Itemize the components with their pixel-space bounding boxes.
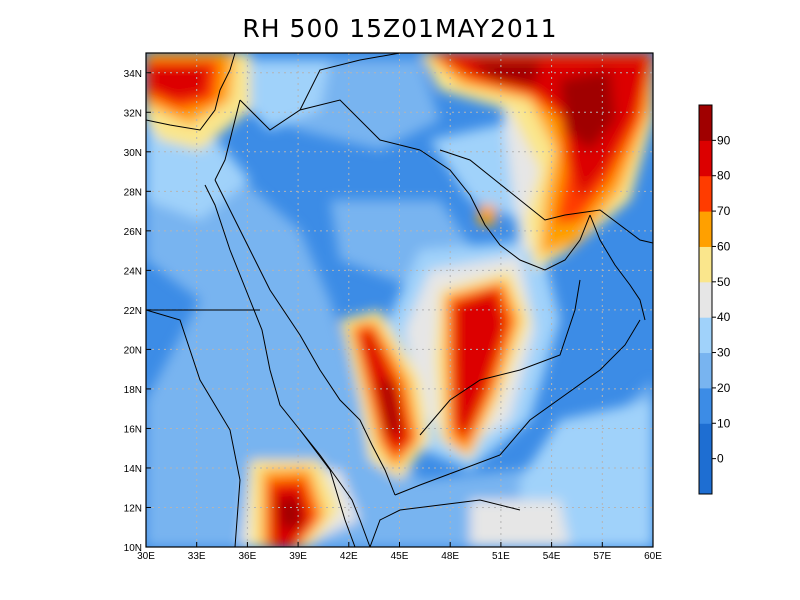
lon-tick-label: 45E xyxy=(391,551,409,562)
rh-zone-60f xyxy=(478,205,496,225)
lon-tick-label: 42E xyxy=(340,551,358,562)
colorbar-swatch xyxy=(699,387,712,424)
lon-tick-label: 36E xyxy=(239,551,257,562)
red-sea-east-coast xyxy=(214,179,396,496)
colorbar-outline xyxy=(698,104,713,495)
lat-tick-label: 16N xyxy=(124,424,142,435)
colorbar-swatch xyxy=(699,317,712,354)
colorbar-swatch xyxy=(699,352,712,389)
colorbar-swatch xyxy=(699,211,712,247)
lat-tick-label: 28N xyxy=(124,187,142,198)
colorbar-label: 20 xyxy=(717,381,731,395)
lat-tick-label: 12N xyxy=(124,503,142,514)
persian-gulf-coast xyxy=(419,149,591,271)
lon-tick-label: 51E xyxy=(492,551,510,562)
lat-tick-label: 34N xyxy=(124,69,142,80)
colorbar-swatch xyxy=(699,423,712,460)
longitude-axis: 30E 33E 36E 39E 42E 45E 48E 51E 54E 57E 60E xyxy=(137,542,662,562)
oman-coast xyxy=(589,214,646,321)
mediterranean-coast xyxy=(146,53,236,131)
lon-tick-label: 57E xyxy=(593,551,611,562)
lat-tick-label: 24N xyxy=(124,266,142,277)
rh-zone-90c xyxy=(278,498,302,530)
colorbar-label: 0 xyxy=(717,452,724,466)
rh-zone-40d xyxy=(470,500,570,547)
lon-tick-label: 39E xyxy=(289,551,307,562)
colorbar-label: 60 xyxy=(717,239,731,253)
colorbar-label: 90 xyxy=(717,133,731,147)
rh-zone-90b xyxy=(470,60,540,85)
colorbar-swatch xyxy=(699,281,712,318)
lon-tick-label: 48E xyxy=(441,551,459,562)
lat-tick-label: 18N xyxy=(124,385,142,396)
colorbar-swatch xyxy=(699,246,712,283)
africa-horn-coast xyxy=(369,499,521,547)
colorbar-label: 80 xyxy=(717,169,731,183)
colorbar: 0 10 20 30 40 50 60 70 80 90 xyxy=(698,104,731,495)
lat-tick-label: 30N xyxy=(124,148,142,159)
colorbar-swatch xyxy=(699,458,712,495)
iran-coast xyxy=(439,149,653,244)
ethiopia-border xyxy=(299,429,356,547)
rh-zone-90 xyxy=(560,70,615,150)
lon-tick-label: 33E xyxy=(188,551,206,562)
arabian-south-coast xyxy=(394,319,641,496)
colorbar-label: 10 xyxy=(717,416,731,430)
red-sea-west-coast xyxy=(204,184,371,547)
coastlines xyxy=(146,53,653,547)
lon-tick-label: 54E xyxy=(543,551,561,562)
colorbar-swatch xyxy=(699,105,712,141)
colorbar-label: 30 xyxy=(717,346,731,360)
rh-zone-20 xyxy=(146,150,653,547)
lat-tick-label: 22N xyxy=(124,306,142,317)
lon-tick-label: 60E xyxy=(644,551,662,562)
lon-tick-label: 30E xyxy=(137,551,155,562)
saudi-north-border xyxy=(239,99,421,151)
rh-zone-30b xyxy=(240,60,330,130)
yemen-saudi-border xyxy=(419,279,581,436)
lat-tick-label: 10N xyxy=(124,543,142,554)
map-title: RH 500 15Z01MAY2011 xyxy=(242,14,558,43)
colorbar-label: 50 xyxy=(717,275,731,289)
lat-tick-label: 32N xyxy=(124,108,142,119)
gulf-of-aqaba xyxy=(214,99,241,181)
rh-zone-80d xyxy=(455,290,505,438)
map-grid xyxy=(146,53,653,547)
lat-tick-label: 26N xyxy=(124,227,142,238)
lat-tick-label: 14N xyxy=(124,464,142,475)
colorbar-swatch xyxy=(699,175,712,212)
latitude-axis: 10N 12N 14N 16N 18N 20N 22N 24N 26N 28N 30N 32N 34N xyxy=(124,69,151,554)
rh-zone-80 xyxy=(150,65,210,100)
colorbar-label: 70 xyxy=(717,204,731,218)
lat-tick-label: 20N xyxy=(124,345,142,356)
colorbar-label: 40 xyxy=(717,310,731,324)
colorbar-swatch xyxy=(699,140,712,177)
iraq-border xyxy=(299,53,401,111)
nile-africa-border xyxy=(146,309,241,547)
rh-zone-90d xyxy=(380,380,400,435)
